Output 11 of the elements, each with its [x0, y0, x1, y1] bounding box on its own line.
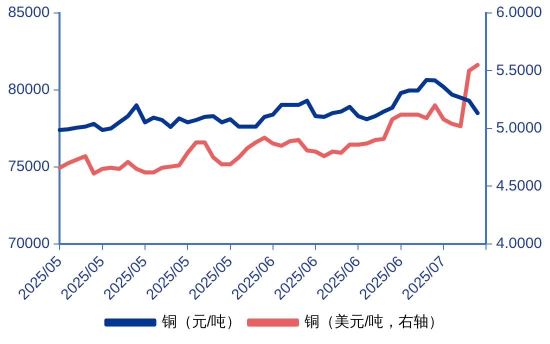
y2-tick-label: 4.5000 — [496, 177, 542, 194]
y2-tick-label: 5.0000 — [496, 120, 542, 137]
y-tick-label: 70000 — [8, 235, 50, 252]
y-tick-label: 85000 — [8, 4, 50, 22]
y2-tick-label: 5.5000 — [496, 62, 542, 79]
y2-tick-label: 6.0000 — [496, 4, 542, 22]
y-tick-label: 75000 — [8, 158, 50, 176]
y2-tick-label: 4.0000 — [496, 235, 542, 252]
y-tick-label: 80000 — [8, 81, 50, 98]
legend-label: 铜（美元/吨，右轴） — [304, 314, 444, 331]
legend-label: 铜（元/吨） — [160, 314, 242, 331]
